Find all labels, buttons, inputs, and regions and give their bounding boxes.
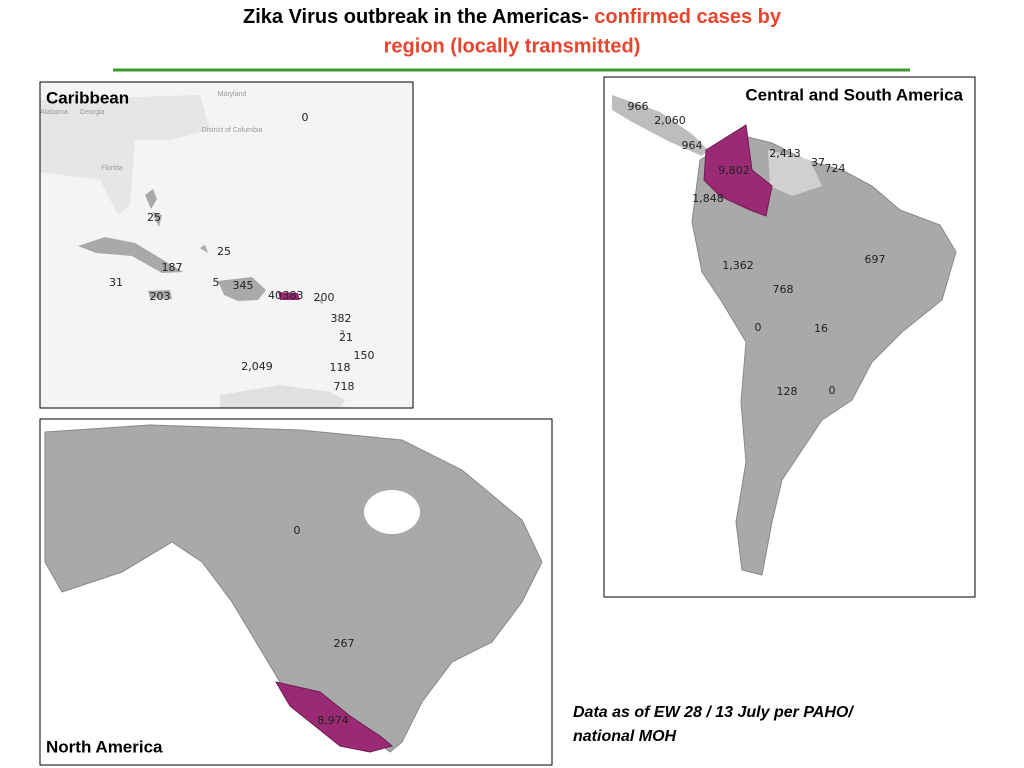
place-name: District of Columbia — [202, 127, 263, 134]
case-count: 2,060 — [654, 114, 686, 127]
case-count: 128 — [777, 385, 798, 398]
footnote: Data as of EW 28 / 13 July per PAHO/nati… — [573, 704, 854, 745]
case-count: 21 — [339, 331, 353, 344]
case-count: 1,362 — [722, 259, 754, 272]
case-count: 16 — [814, 322, 828, 335]
case-count: 0 — [829, 384, 836, 397]
case-count: 382 — [331, 312, 352, 325]
case-count: 768 — [773, 283, 794, 296]
case-count: 345 — [233, 279, 254, 292]
title-main: Zika Virus outbreak in the Americas- — [243, 6, 589, 28]
case-count: 118 — [330, 361, 351, 374]
title-highlight: confirmed cases by — [594, 6, 782, 28]
case-count: 383 — [283, 289, 304, 302]
case-count: 718 — [334, 380, 355, 393]
place-name: Maryland — [218, 91, 247, 98]
place-name: Florida — [101, 165, 123, 172]
case-count: 203 — [150, 290, 171, 303]
case-count: 40 — [268, 289, 282, 302]
case-count: 964 — [682, 139, 703, 152]
place-name: Georgia — [80, 109, 105, 116]
case-count: 697 — [865, 253, 886, 266]
case-count: 5 — [213, 276, 220, 289]
case-count: 0 — [302, 111, 309, 124]
case-count: 724 — [825, 162, 846, 175]
case-count: 31 — [109, 276, 123, 289]
title-highlight-2: region (locally transmitted) — [384, 35, 641, 57]
case-count: 187 — [162, 261, 183, 274]
case-count: 8,974 — [317, 714, 349, 727]
case-count: 2,049 — [241, 360, 273, 373]
panel-title: Caribbean — [46, 88, 129, 107]
panel-title: North America — [46, 737, 163, 756]
caribbean-map — [39, 81, 414, 409]
case-count: 1,848 — [692, 192, 724, 205]
case-count: 9,802 — [718, 164, 750, 177]
place-name: Alabama — [40, 109, 68, 116]
case-count: 25 — [147, 211, 161, 224]
footnote-line: Data as of EW 28 / 13 July per PAHO/ — [573, 704, 854, 721]
case-count: 2,413 — [769, 147, 801, 160]
case-count: 25 — [217, 245, 231, 258]
case-count: 966 — [628, 100, 649, 113]
north-america-map — [39, 418, 553, 766]
case-count: 200 — [314, 291, 335, 304]
case-count: 267 — [334, 637, 355, 650]
case-count: 0 — [755, 321, 762, 334]
south-america-map — [603, 76, 976, 598]
case-count: 0 — [294, 524, 301, 537]
case-count: 150 — [354, 349, 375, 362]
case-count: 37 — [811, 156, 825, 169]
panel-title: Central and South America — [745, 85, 963, 104]
title: Zika Virus outbreak in the Americas- con… — [243, 6, 782, 28]
footnote-line: national MOH — [573, 728, 677, 745]
